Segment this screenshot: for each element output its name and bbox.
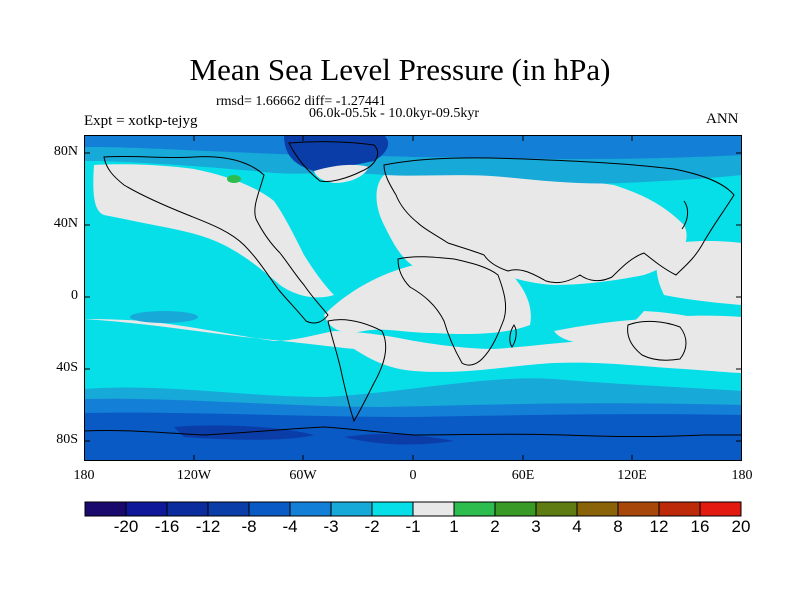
season-label: ANN bbox=[706, 111, 739, 127]
colorbar-swatch bbox=[494, 501, 537, 517]
colorbar-label: -4 bbox=[282, 517, 298, 536]
colorbar-label: -1 bbox=[405, 517, 421, 536]
y-tick-40N: 40N bbox=[53, 216, 78, 231]
coast-madagascar bbox=[509, 324, 517, 348]
hudson-bay-positive bbox=[227, 175, 241, 183]
y-tick-80N: 80N bbox=[53, 144, 78, 159]
period-line: 06.0k-05.5k - 10.0kyr-09.5kyr bbox=[309, 106, 480, 121]
colorbar-swatch bbox=[289, 501, 332, 517]
x-tick-120W: 120W bbox=[176, 468, 212, 483]
colorbar-swatch bbox=[699, 501, 742, 517]
coast-greenland bbox=[288, 141, 378, 182]
experiment-label: Expt = xotkp-tejyg bbox=[84, 113, 198, 129]
coast-africa bbox=[397, 256, 507, 366]
x-tick-180-left: 180 bbox=[73, 468, 95, 483]
pacific-east-grey bbox=[656, 241, 742, 305]
colorbar-swatch bbox=[412, 501, 455, 517]
colorbar-label: -12 bbox=[195, 517, 221, 536]
chart-title: Mean Sea Level Pressure (in hPa) bbox=[189, 52, 611, 87]
x-tick-60E: 60E bbox=[511, 468, 535, 483]
coastlines bbox=[84, 141, 742, 437]
coast-australia bbox=[627, 320, 687, 361]
colorbar-swatch bbox=[248, 501, 291, 517]
colorbar-swatch bbox=[617, 501, 660, 517]
arctic-band bbox=[84, 135, 742, 159]
colorbar-swatch bbox=[371, 501, 414, 517]
colorbar-label: 12 bbox=[649, 517, 669, 536]
antarctic-deep-patches bbox=[174, 425, 454, 445]
coast-south-america bbox=[327, 319, 387, 423]
colorbar-label: 20 bbox=[731, 517, 751, 536]
y-tick-0: 0 bbox=[71, 288, 78, 303]
tropical-atlantic-grey bbox=[324, 260, 531, 335]
colorbar-swatch bbox=[207, 501, 250, 517]
x-tick-60W: 60W bbox=[289, 468, 317, 483]
coast-north-america bbox=[103, 155, 329, 324]
colorbar-label: -3 bbox=[323, 517, 339, 536]
y-tick-80S: 80S bbox=[56, 432, 78, 447]
colorbar-label: 4 bbox=[572, 517, 582, 536]
colorbar-label: 8 bbox=[613, 517, 623, 536]
colorbar-label: -16 bbox=[154, 517, 180, 536]
colorbar-label: 1 bbox=[449, 517, 459, 536]
indian-ocean-grey bbox=[554, 315, 742, 346]
colorbar-swatch bbox=[535, 501, 578, 517]
colorbar-label: -20 bbox=[113, 517, 139, 536]
colorbar-swatch bbox=[576, 501, 619, 517]
southern-midlat-band bbox=[84, 311, 742, 373]
tick-marks bbox=[84, 135, 742, 461]
coast-eurasia bbox=[383, 157, 735, 284]
colorbar-label: 16 bbox=[690, 517, 710, 536]
colorbar-label: -2 bbox=[364, 517, 380, 536]
north-america-grey bbox=[93, 164, 334, 298]
colorbar-swatch bbox=[453, 501, 496, 517]
colorbar-swatch bbox=[658, 501, 701, 517]
x-tick-120E: 120E bbox=[617, 468, 647, 483]
coast-japan bbox=[681, 200, 689, 230]
x-tick-180-right: 180 bbox=[731, 468, 753, 483]
coast-antarctica bbox=[84, 426, 742, 437]
x-tick-0: 0 bbox=[409, 468, 417, 483]
colorbar-label: -8 bbox=[241, 517, 257, 536]
colorbar-swatch bbox=[166, 501, 209, 517]
colorbar-swatch bbox=[125, 501, 168, 517]
colorbar-swatch bbox=[84, 501, 127, 517]
colorbar-swatch bbox=[330, 501, 373, 517]
stats-line: rmsd= 1.66662 diff= -1.27441 bbox=[216, 94, 386, 109]
map-plot bbox=[84, 135, 742, 461]
eurasia-grey bbox=[376, 165, 687, 285]
equatorial-pacific-streak bbox=[130, 311, 198, 323]
y-tick-40S: 40S bbox=[56, 360, 78, 375]
colorbar-label: 3 bbox=[531, 517, 541, 536]
colorbar bbox=[84, 501, 742, 517]
colorbar-label: 2 bbox=[490, 517, 500, 536]
arctic-grey-patch bbox=[314, 164, 369, 183]
